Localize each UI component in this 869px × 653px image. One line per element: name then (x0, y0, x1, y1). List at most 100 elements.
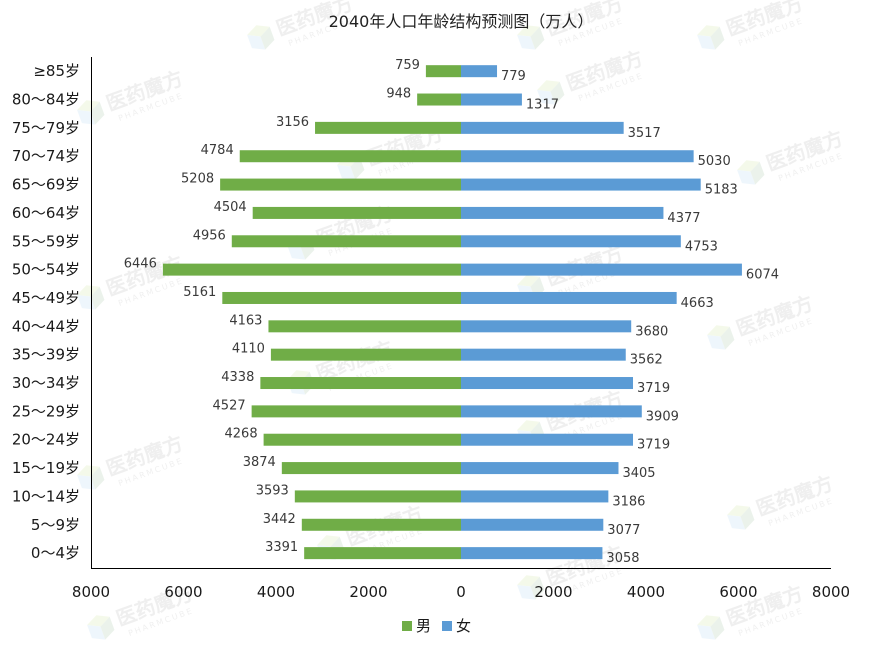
female-bar (461, 93, 522, 106)
category-label: 0～4岁 (31, 544, 80, 562)
male-bar (268, 320, 461, 333)
pharmcube-logo-icon (537, 80, 565, 105)
female-data-label: 5030 (698, 154, 731, 169)
x-tick-label: 8000 (72, 583, 110, 601)
category-label: 80～84岁 (12, 91, 80, 109)
female-bar (461, 178, 701, 191)
male-bar (222, 291, 461, 304)
category-label: 50～54岁 (12, 261, 80, 279)
category-label: 55～59岁 (12, 232, 80, 250)
legend: 男女 (402, 617, 471, 635)
male-bar (425, 65, 461, 78)
category-label: ≥85岁 (33, 62, 80, 80)
female-bar (461, 518, 604, 531)
female-data-label: 1317 (526, 98, 559, 113)
female-bar (461, 348, 626, 361)
pharmcube-logo-icon (517, 25, 545, 50)
female-bar (461, 206, 664, 219)
pharmcube-logo-icon (697, 615, 725, 640)
pharmcube-logo-icon (77, 285, 105, 310)
female-data-label: 6074 (746, 268, 779, 283)
female-data-label: 4753 (685, 239, 718, 254)
pharmcube-logo-icon (697, 25, 725, 50)
category-label: 15～19岁 (12, 459, 80, 477)
x-tick-label: 2000 (349, 583, 387, 601)
female-data-label: 3719 (637, 438, 670, 453)
category-label: 5～9岁 (31, 516, 80, 534)
x-tick-labels: 8000 6000 4000 2000 0 2000 4000 6000 8000 (72, 583, 850, 601)
male-bar (417, 93, 461, 106)
category-label: 40～44岁 (12, 317, 80, 335)
category-label: 35～39岁 (12, 346, 80, 364)
male-bar (294, 490, 461, 503)
legend-swatch (402, 621, 412, 631)
male-bar (304, 547, 461, 560)
male-data-label: 4338 (221, 370, 254, 385)
female-bar (461, 235, 681, 248)
pharmcube-logo-icon (737, 160, 765, 185)
female-data-label: 4663 (681, 296, 714, 311)
male-data-label: 4268 (225, 427, 258, 442)
male-series (162, 65, 461, 560)
female-bar (461, 291, 677, 304)
x-tick-label: 8000 (812, 583, 850, 601)
legend-item: 女 (442, 617, 471, 635)
category-label: 25～29岁 (12, 402, 80, 420)
male-data-label: 4110 (232, 342, 265, 357)
legend-swatch (442, 621, 452, 631)
male-bar (251, 405, 461, 418)
pharmcube-logo-icon (727, 505, 755, 530)
pharmcube-logo-icon (517, 575, 545, 600)
female-bar (461, 377, 634, 390)
female-series (461, 65, 742, 560)
male-data-label: 3593 (256, 483, 289, 498)
male-data-label: 3156 (276, 115, 309, 130)
legend-label: 男 (416, 617, 431, 635)
male-data-label: 4784 (201, 143, 234, 158)
male-data-label: 3391 (265, 540, 298, 555)
data-labels: 759 779 948 1317 3156 3517 4784 5030 5208 5183 450… (124, 58, 779, 566)
male-bar (239, 150, 461, 163)
male-bar (220, 178, 461, 191)
male-data-label: 3874 (243, 455, 276, 470)
category-label: 75～79岁 (12, 119, 80, 137)
female-data-label: 3562 (630, 353, 663, 368)
female-data-label: 3186 (612, 494, 645, 509)
x-tick-label: 0 (456, 583, 466, 601)
male-bar (252, 206, 461, 219)
male-data-label: 948 (386, 87, 411, 102)
x-tick-label: 6000 (164, 583, 202, 601)
category-label: 10～14岁 (12, 487, 80, 505)
male-data-label: 759 (395, 58, 420, 73)
female-bar (461, 121, 624, 134)
female-data-label: 3680 (635, 324, 668, 339)
male-data-label: 4527 (213, 398, 246, 413)
male-bar (270, 348, 461, 361)
category-label: 20～24岁 (12, 431, 80, 449)
female-bar (461, 65, 498, 78)
male-bar (231, 235, 461, 248)
female-data-label: 3058 (606, 551, 639, 566)
chart-title: 2040年人口年龄结构预测图（万人） (329, 12, 594, 31)
female-bar (461, 490, 609, 503)
female-bar (461, 433, 634, 446)
male-data-label: 5208 (181, 172, 214, 187)
female-data-label: 4377 (667, 211, 700, 226)
female-data-label: 3405 (622, 466, 655, 481)
legend-label: 女 (456, 617, 471, 635)
x-tick-label: 4000 (257, 583, 295, 601)
category-labels: ≥85岁 80～84岁 75～79岁 70～74岁 65～69岁 60～64岁 55～59岁… (12, 62, 80, 562)
male-bar (260, 377, 461, 390)
male-data-label: 3442 (263, 512, 296, 527)
x-tick-label: 6000 (719, 583, 757, 601)
legend-item: 男 (402, 617, 431, 635)
male-bar (301, 518, 461, 531)
x-tick-label: 4000 (627, 583, 665, 601)
category-label: 70～74岁 (12, 147, 80, 165)
male-bar (263, 433, 461, 446)
